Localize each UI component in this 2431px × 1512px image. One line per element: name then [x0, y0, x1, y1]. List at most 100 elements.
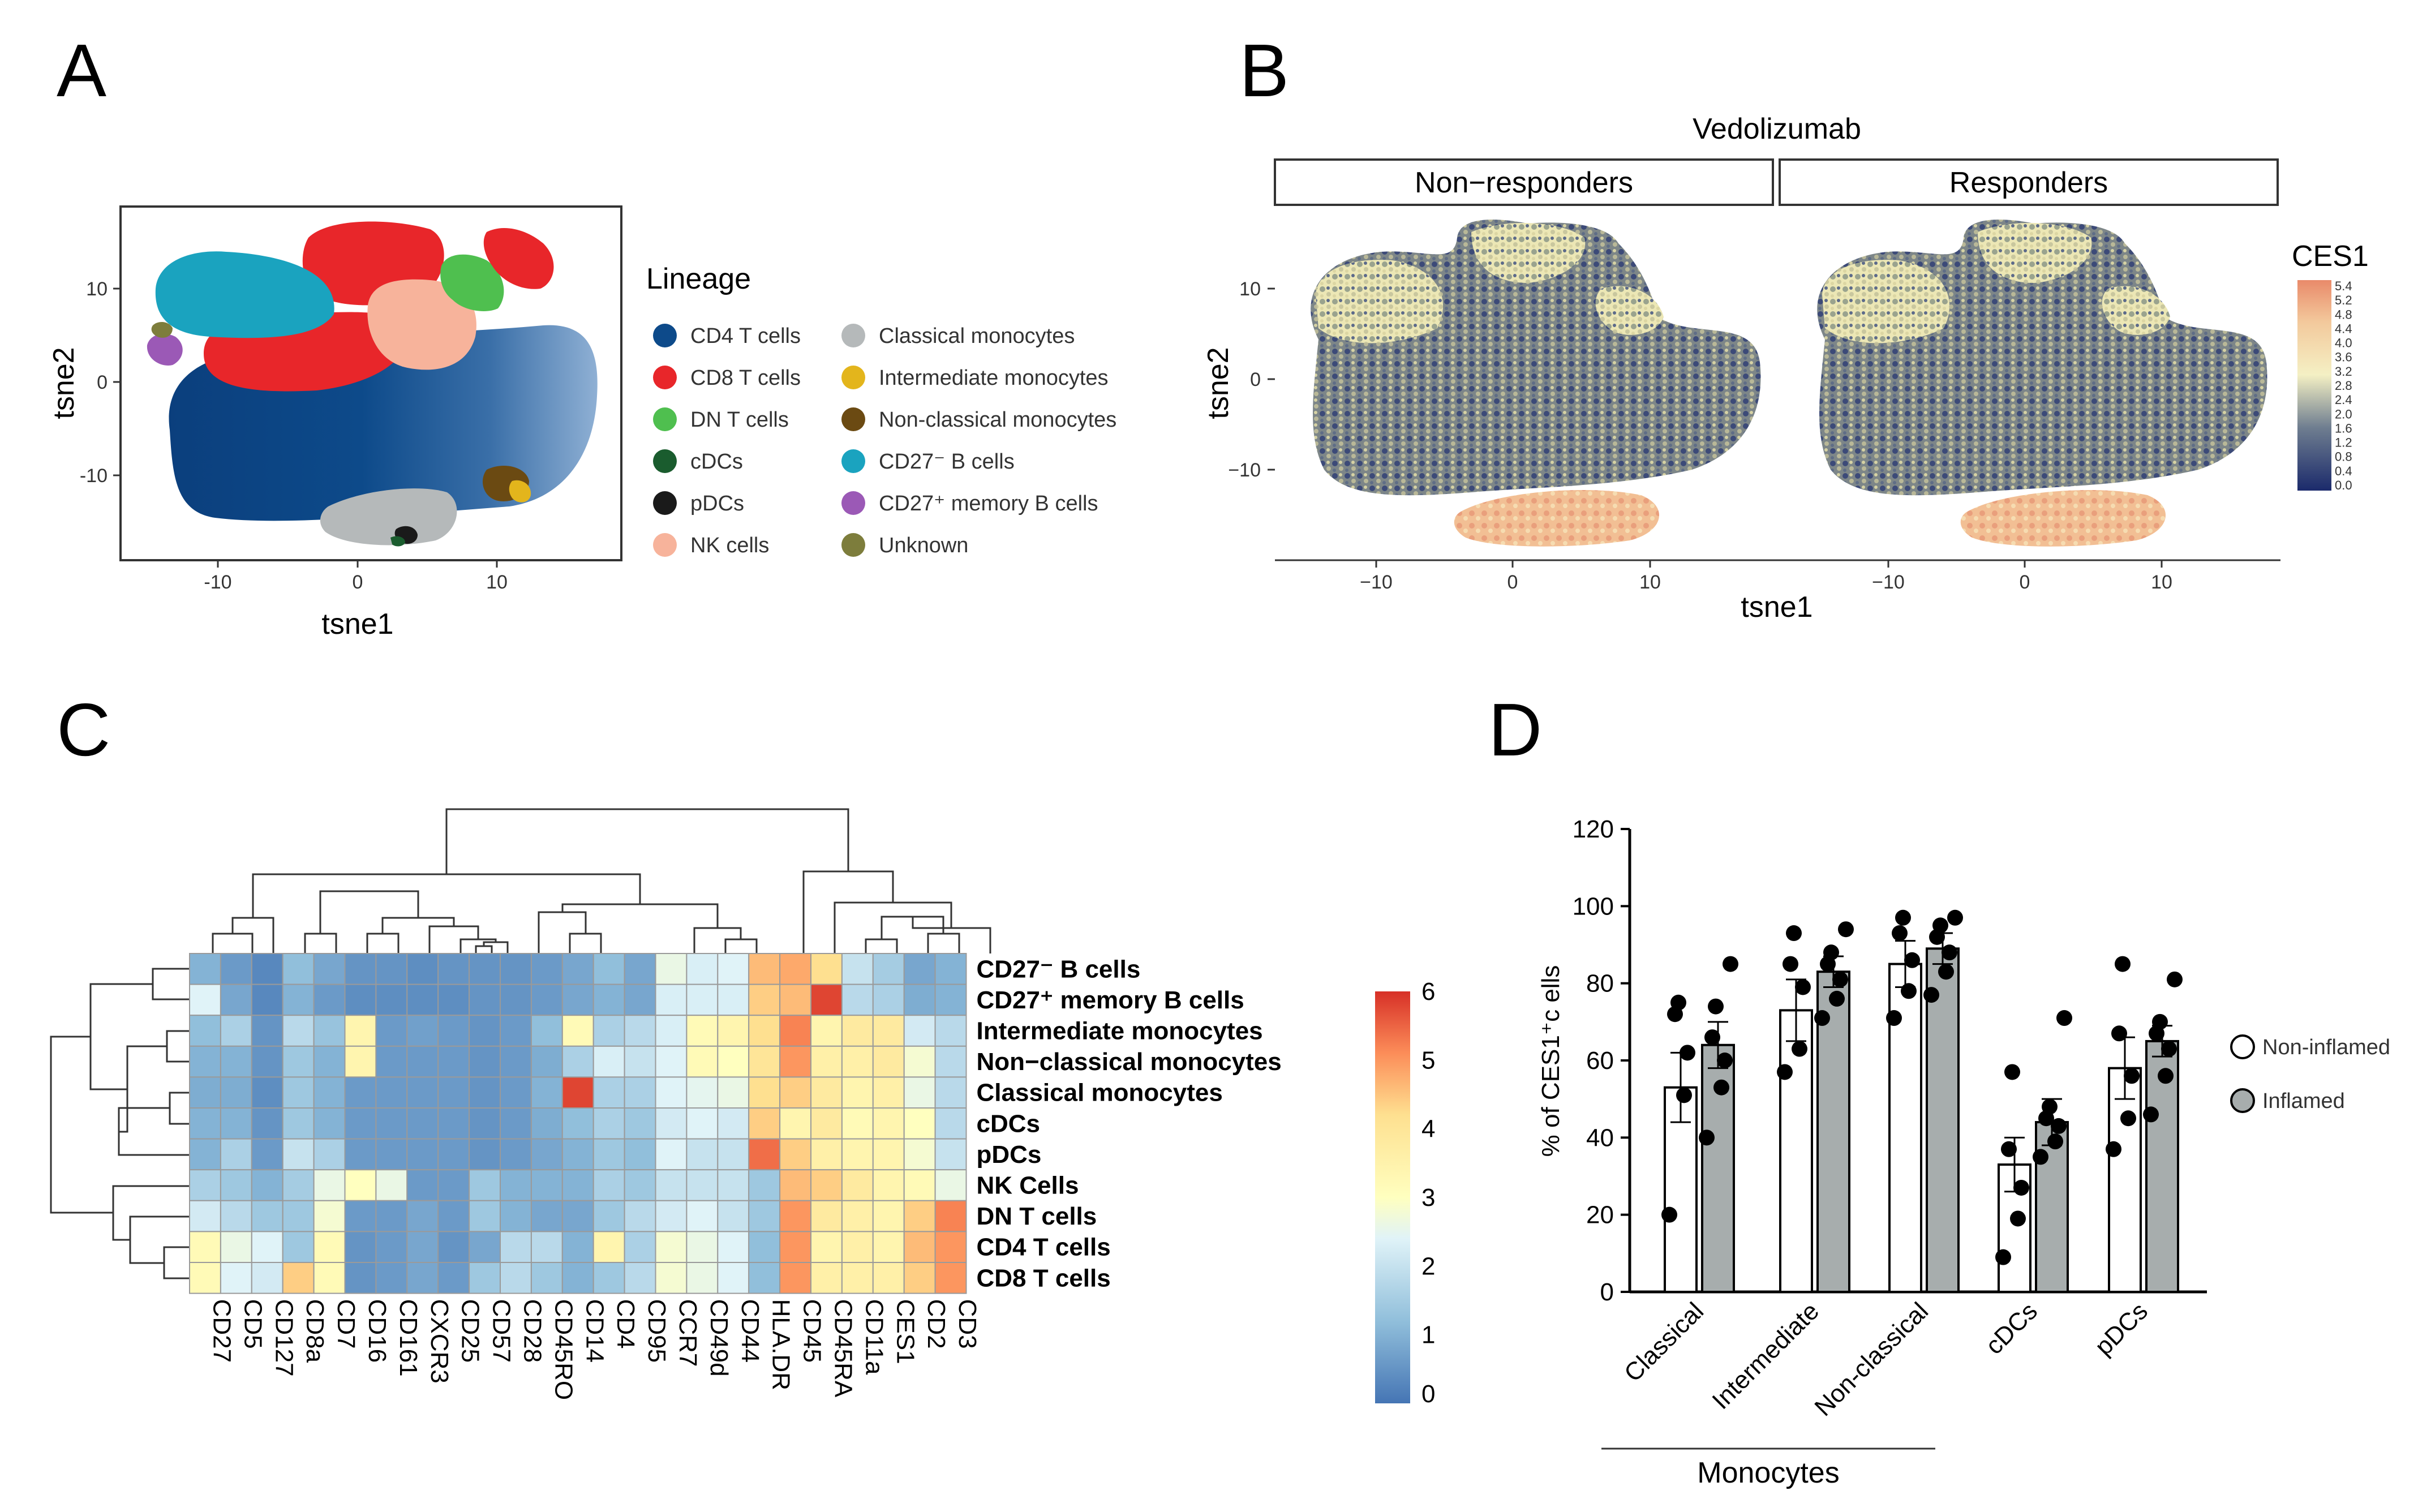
heatmap-cell: [686, 1107, 719, 1140]
heatmap-cell: [282, 1231, 315, 1263]
facet-label: Non−responders: [1415, 166, 1633, 199]
heatmap-cell: [717, 1231, 750, 1263]
data-point: [2152, 1013, 2168, 1030]
heatmap-cell: [779, 953, 811, 985]
ces1-colorbar-tick: 5.2: [2335, 293, 2352, 307]
legend-key: [841, 491, 865, 515]
heatmap-cell: [189, 1200, 221, 1232]
heatmap-cell: [282, 1045, 315, 1078]
facet-nonresponders-points: [1311, 219, 1761, 547]
legend-label: CD27⁺ memory B cells: [879, 492, 1098, 516]
panel-b-tsne: Vedolizumab Non−responders Responders 10…: [1202, 113, 2369, 624]
ces1-colorbar-tick: 2.0: [2335, 407, 2352, 421]
legend-label-inflamed: Inflamed: [2262, 1089, 2345, 1113]
heatmap-cell: [375, 1015, 408, 1047]
heatmap-cell: [530, 1045, 563, 1078]
heatmap-column-label: CD5: [239, 1299, 267, 1349]
heatmap-cell: [251, 953, 284, 985]
heatmap-colorbar-tick: 0: [1421, 1380, 1435, 1408]
heatmap-cell: [686, 983, 719, 1016]
heatmap-cell: [530, 1169, 563, 1201]
panel-b-xtick: −10: [1360, 572, 1393, 593]
heatmap-row-label: Non−classical monocytes: [977, 1048, 1282, 1076]
heatmap-column-label: CD45RA: [829, 1299, 857, 1398]
heatmap-cell: [344, 1231, 377, 1263]
heatmap-row-label: CD27⁺ memory B cells: [977, 986, 1244, 1014]
heatmap-row-label: NK Cells: [977, 1172, 1079, 1200]
heatmap-cell: [530, 1262, 563, 1294]
heatmap-cell: [282, 1200, 315, 1232]
heatmap-cell: [903, 1138, 936, 1171]
cluster-cdcs: [390, 536, 405, 547]
data-point: [2158, 1068, 2174, 1084]
ces1-colorbar-tick: 2.8: [2335, 379, 2352, 393]
legend-label: cDCs: [690, 450, 743, 474]
heatmap-cell: [841, 1045, 874, 1078]
panel-a-ylabel: tsne2: [48, 347, 80, 419]
heatmap-cell: [872, 983, 905, 1016]
heatmap-cell: [220, 1107, 252, 1140]
heatmap-cell: [592, 983, 625, 1016]
panel-b-ytick: 0: [1250, 369, 1261, 390]
heatmap-cell: [561, 1015, 594, 1047]
heatmap-cell: [344, 983, 377, 1016]
heatmap-cell: [220, 1200, 252, 1232]
heatmap-column-label: CD2: [922, 1299, 950, 1349]
category-label: cDCs: [1980, 1297, 2043, 1360]
ces1-colorbar-tick: 1.6: [2335, 421, 2352, 435]
heatmap-cell: [375, 1169, 408, 1201]
panel-c-heatmap: CD27 CD5 CD127 CD8a CD7 CD16 CD161 CXCR3 CD25 CD5…: [50, 808, 1435, 1408]
data-point: [1699, 1129, 1715, 1146]
ces1-colorbar-tick: 3.2: [2335, 364, 2352, 379]
heatmap-cell: [220, 1262, 252, 1294]
panel-a-xtick: 0: [353, 572, 363, 593]
data-point: [1895, 909, 1911, 926]
heatmap-cell: [872, 1262, 905, 1294]
legend-key: [841, 449, 865, 473]
heatmap-row-label: CD8 T cells: [977, 1264, 1111, 1292]
data-point: [2111, 1025, 2127, 1042]
heatmap-cell: [344, 1107, 377, 1140]
heatmap-cell: [717, 1200, 750, 1232]
panel-d-ytick: 100: [1573, 892, 1614, 920]
heatmap-cell: [251, 1076, 284, 1109]
category-label: Non-classical: [1809, 1297, 1934, 1421]
heatmap-cell: [872, 1231, 905, 1263]
heatmap-cell: [686, 1262, 719, 1294]
heatmap-cell: [810, 1076, 843, 1109]
data-point: [2120, 1110, 2136, 1127]
heatmap-cell: [561, 953, 594, 985]
heatmap-cell: [189, 1076, 221, 1109]
heatmap-cell: [220, 1231, 252, 1263]
cloud-light-top: [1978, 222, 2092, 283]
panel-b-title: Vedolizumab: [1693, 113, 1861, 145]
heatmap-cell: [810, 983, 843, 1016]
heatmap-cell: [624, 1107, 656, 1140]
heatmap-cell: [624, 1231, 656, 1263]
data-point: [2161, 1041, 2177, 1057]
data-point: [2033, 1149, 2048, 1165]
heatmap-cell: [469, 1200, 501, 1232]
heatmap-cell: [655, 1045, 688, 1078]
heatmap-cell: [592, 1015, 625, 1047]
heatmap-cell: [872, 1107, 905, 1140]
heatmap-column-label: CES1: [891, 1299, 919, 1364]
legend-key-non-inflamed: [2230, 1034, 2255, 1059]
heatmap-column-label: CD25: [457, 1299, 484, 1363]
heatmap-cell: [500, 983, 532, 1016]
heatmap-cell: [530, 983, 563, 1016]
legend-label: CD4 T cells: [690, 324, 801, 348]
heatmap-cell: [779, 1045, 811, 1078]
heatmap-cell: [344, 953, 377, 985]
cloud-light-left: [1316, 260, 1444, 343]
data-point: [2106, 1141, 2121, 1157]
heatmap-cell: [934, 1107, 967, 1140]
heatmap-cell: [779, 1107, 811, 1140]
heatmap-cell: [437, 953, 470, 985]
panel-d-ytick: 80: [1586, 970, 1614, 998]
heatmap-cell: [872, 1045, 905, 1078]
panel-a-clusters: [147, 221, 598, 547]
cluster-cd27-b-cells: [155, 251, 334, 338]
data-point: [2167, 971, 2183, 987]
